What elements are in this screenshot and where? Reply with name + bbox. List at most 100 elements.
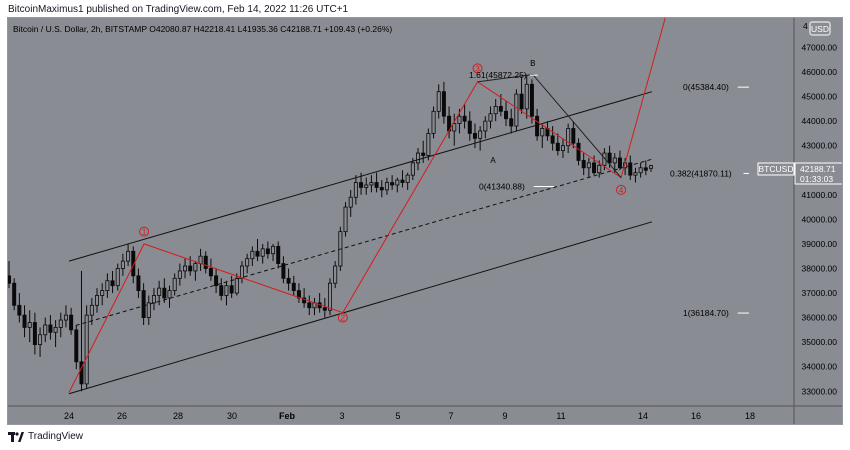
candle-body: [410, 162, 415, 176]
currency-badge: [809, 21, 831, 36]
channel-lower-line: [68, 221, 653, 395]
candle-body: [498, 106, 503, 112]
candle-body: [509, 118, 514, 127]
candle-body: [457, 115, 462, 124]
price-chart[interactable]: 1 2 3 4 A B1.61(45872.25) 0(45384.40) 0.382(418…: [8, 18, 843, 425]
fib-level-label: 1.61(45872.25): [469, 70, 527, 80]
candle-body: [478, 130, 483, 139]
candle-body: [421, 152, 426, 156]
candle-body: [131, 250, 136, 277]
channel-middle-line: [68, 158, 653, 328]
candle-body: [369, 182, 374, 186]
candle-body: [384, 182, 389, 191]
candle-body: [581, 160, 586, 169]
candle-body: [53, 327, 58, 333]
candle-body: [514, 93, 519, 127]
candle-body: [400, 179, 405, 183]
candle-body: [110, 280, 115, 287]
fib-level-label: 0(45384.40): [683, 82, 729, 92]
candle-body: [592, 162, 597, 174]
x-tick-label: 14: [638, 411, 648, 421]
candle-body: [302, 297, 307, 304]
y-tick-label: 35000.00: [802, 337, 838, 347]
candle-body: [576, 142, 581, 161]
candle-body: [348, 196, 353, 208]
last-price-label: 42188.71: [800, 164, 836, 174]
ohlc-open-label: O: [149, 24, 156, 34]
chart-frame[interactable]: 1 2 3 4 A B 1.61(45872.25) 0(45384.40) 0.382(418…: [7, 17, 843, 425]
chart-title: Bitcoin / U.S. Dollar, 2h, BITSTAMP: [13, 24, 149, 34]
x-tick-label: 7: [448, 411, 453, 421]
candle-body: [472, 133, 477, 139]
candle-body: [322, 307, 327, 311]
x-tick-label: 24: [64, 411, 74, 421]
candle-body: [628, 162, 633, 176]
candle-body: [48, 324, 53, 333]
candle-body: [436, 91, 441, 112]
candle-body: [597, 164, 602, 174]
candle-body: [63, 314, 68, 321]
candle-body: [333, 265, 338, 284]
plot-area: [8, 18, 794, 406]
ohlc-close: 42188.71: [286, 24, 324, 34]
countdown-label: 01:33:03: [800, 174, 833, 184]
y-tick-label: 43000.00: [802, 141, 838, 151]
currency-label: USD: [811, 24, 829, 34]
candle-body: [265, 248, 270, 255]
candle-body: [260, 248, 265, 257]
candle-body: [550, 135, 555, 144]
wave-label: 3: [475, 64, 480, 73]
y-tick-label: 41000.00: [802, 190, 838, 200]
x-tick-label: 26: [117, 411, 127, 421]
y-tick-label: 34000.00: [802, 362, 838, 372]
candle-body: [255, 250, 260, 257]
candle-body: [162, 287, 167, 299]
candle-body: [426, 133, 431, 156]
candle-body: [462, 115, 467, 122]
candle-body: [343, 206, 348, 233]
candle-body: [535, 115, 540, 137]
y-tick-label: 36000.00: [802, 313, 838, 323]
candle-body: [69, 314, 74, 331]
candle-body: [177, 270, 182, 279]
x-tick-label: 30: [227, 411, 237, 421]
candle-body: [602, 152, 607, 166]
candle-body: [146, 302, 151, 318]
candle-body: [633, 172, 638, 176]
symbol-label: BTCUSD: [759, 164, 794, 174]
candle-body: [488, 113, 493, 122]
y-tick-label: 45000.00: [802, 92, 838, 102]
x-tick-label: 3: [339, 411, 344, 421]
candle-body: [84, 314, 89, 385]
candle-body: [353, 182, 358, 198]
candle-body: [467, 120, 472, 134]
candle-body: [32, 322, 37, 346]
candle-body: [555, 142, 560, 152]
y-tick-label: 4: [803, 21, 808, 31]
wave-label: 1: [142, 228, 147, 237]
fib-level-label: 0(41340.88): [479, 181, 525, 191]
elliott-wave-path: [68, 18, 666, 393]
candle-body: [649, 165, 654, 169]
abc-label: A: [490, 156, 496, 165]
candle-body: [89, 304, 94, 316]
candle-body: [58, 319, 63, 328]
wave-label: 2: [341, 314, 346, 323]
candle-body: [379, 187, 384, 191]
candle-body: [120, 260, 125, 269]
x-tick-label: 5: [395, 411, 400, 421]
candle-body: [95, 295, 100, 306]
abc-label: B: [530, 59, 535, 68]
x-tick-label: 28: [173, 411, 183, 421]
wave-label-circle: [616, 184, 627, 195]
candle-body: [167, 290, 172, 299]
candle-body: [224, 285, 229, 296]
wave-label-circle: [472, 63, 483, 74]
candle-body: [271, 245, 276, 255]
y-tick-label: 39000.00: [802, 239, 838, 249]
candle-body: [441, 91, 446, 117]
x-tick-label: 16: [691, 411, 701, 421]
candle-body: [17, 304, 22, 316]
candle-body: [416, 152, 421, 164]
ohlc-low-label: L: [238, 24, 243, 34]
